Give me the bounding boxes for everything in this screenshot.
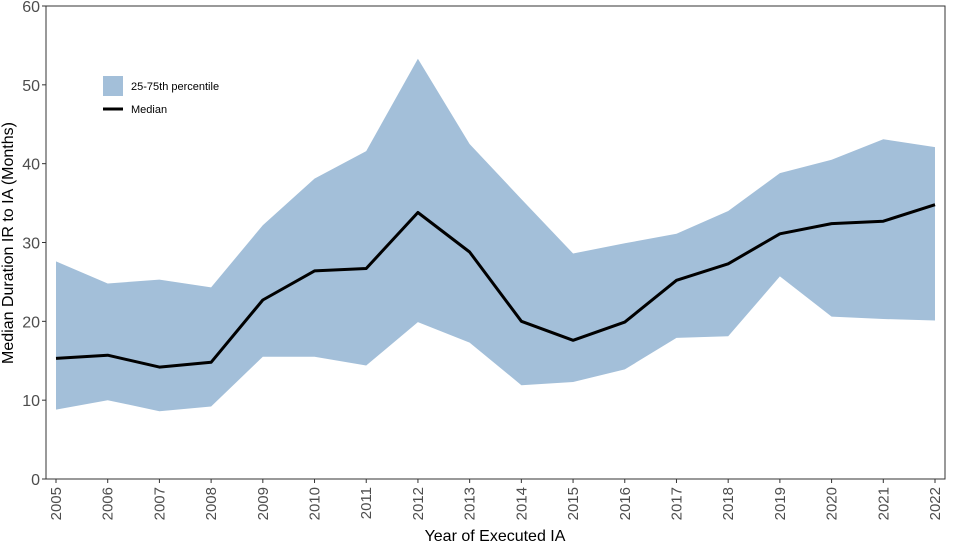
x-tick-label: 2013 [462,487,479,520]
x-tick-label: 2016 [617,487,634,520]
x-axis: 2005 2006 2007 2008 2009 2010 2011 2012 2013 2014… [48,479,944,520]
x-tick-label: 2015 [565,487,582,520]
legend-band-label: 25-75th percentile [131,81,219,93]
y-axis: 0 10 20 30 40 50 60 [22,0,46,489]
x-tick-label: 2005 [48,487,65,520]
x-tick-label: 2008 [203,487,220,520]
y-tick-label: 30 [22,236,40,253]
x-tick-label: 2011 [358,487,375,519]
y-tick-label: 40 [22,157,40,174]
x-tick-label: 2020 [824,487,841,520]
x-tick-label: 2019 [772,487,789,520]
x-axis-title: Year of Executed IA [425,528,566,545]
x-tick-label: 2012 [410,487,427,520]
median-line [55,203,936,369]
x-tick-label: 2007 [151,487,168,520]
y-tick-label: 20 [22,314,40,331]
percentile-band-area [56,58,935,412]
x-tick-label: 2021 [875,487,892,520]
x-tick-label: 2010 [307,487,324,520]
x-tick-label: 2022 [927,487,944,520]
legend-band-swatch [103,76,123,96]
x-tick-label: 2014 [513,487,530,520]
y-tick-label: 0 [31,472,40,489]
legend-median-label: Median [131,104,167,116]
legend: 25-75th percentile Median [103,76,219,116]
plot-area [55,58,936,412]
x-tick-label: 2006 [100,487,117,520]
x-tick-label: 2018 [720,487,737,520]
x-tick-label: 2009 [255,487,272,520]
x-tick-label: 2017 [668,487,685,520]
y-tick-label: 50 [22,78,40,95]
y-axis-title: Median Duration IR to IA (Months) [0,122,17,364]
y-tick-label: 10 [22,393,40,410]
y-tick-label: 60 [22,0,40,16]
